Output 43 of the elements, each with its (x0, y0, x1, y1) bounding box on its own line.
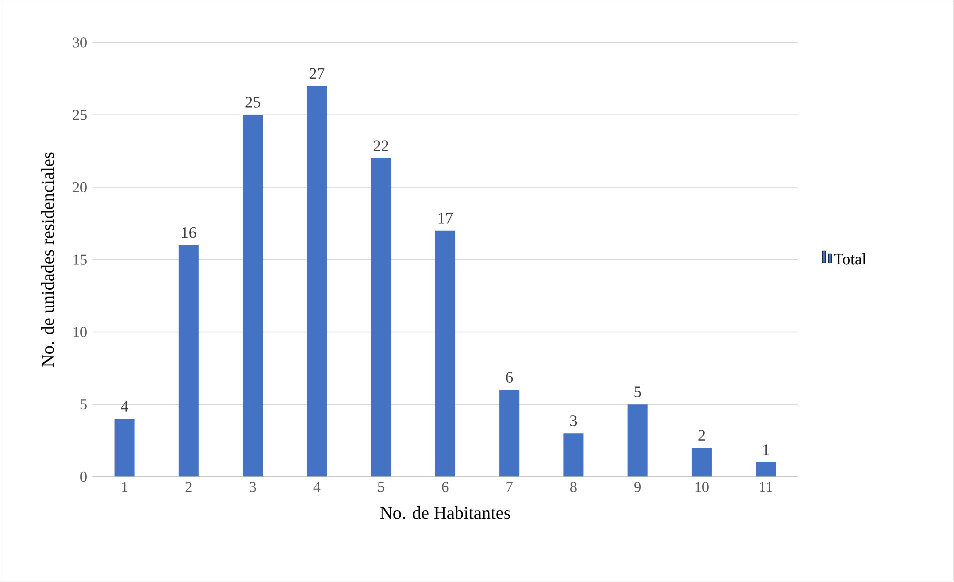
data-label: 6 (506, 372, 514, 384)
x-axis-title: No. de Habitantes (380, 506, 510, 520)
bar (756, 462, 776, 478)
data-label: 5 (634, 386, 642, 398)
bar (500, 390, 520, 478)
legend-label: Total (834, 254, 866, 265)
bar (628, 404, 648, 478)
data-label: 17 (438, 213, 453, 224)
data-label: 25 (246, 97, 260, 108)
x-tick-label: 3 (250, 482, 256, 492)
data-label: 2 (698, 430, 706, 441)
bar (692, 448, 712, 478)
x-tick-label: 11 (760, 482, 772, 492)
x-tick-label: 10 (696, 482, 709, 492)
data-label: 27 (310, 68, 325, 80)
y-tick-label: 10 (74, 327, 87, 338)
data-label: 3 (570, 416, 578, 426)
y-tick-label: 0 (80, 472, 87, 482)
bar (114, 419, 135, 478)
y-tick-label: 5 (80, 400, 87, 410)
x-tick-label: 4 (314, 482, 321, 492)
x-tick-label: 9 (634, 482, 641, 492)
y-tick-label: 30 (73, 38, 87, 48)
data-label: 4 (121, 401, 129, 412)
x-tick-label: 2 (186, 482, 192, 492)
x-tick-label: 8 (570, 482, 577, 492)
y-tick-label: 15 (74, 254, 87, 265)
data-label: 16 (182, 228, 196, 238)
data-label: 22 (374, 140, 388, 152)
x-tick-label: 5 (378, 482, 384, 492)
bar (435, 231, 456, 478)
bar (564, 434, 584, 478)
x-tick-label: 7 (506, 482, 513, 492)
data-label: 1 (764, 444, 770, 456)
bar (243, 115, 264, 478)
y-tick-label: 20 (73, 182, 87, 193)
bar (178, 245, 199, 478)
y-tick-label: 25 (73, 110, 87, 120)
bar (371, 158, 392, 478)
y-axis-title: No. de unidades residenciales (42, 152, 54, 368)
x-tick-label: 1 (122, 482, 128, 492)
bar (307, 86, 328, 478)
x-tick-label: 6 (442, 482, 449, 492)
